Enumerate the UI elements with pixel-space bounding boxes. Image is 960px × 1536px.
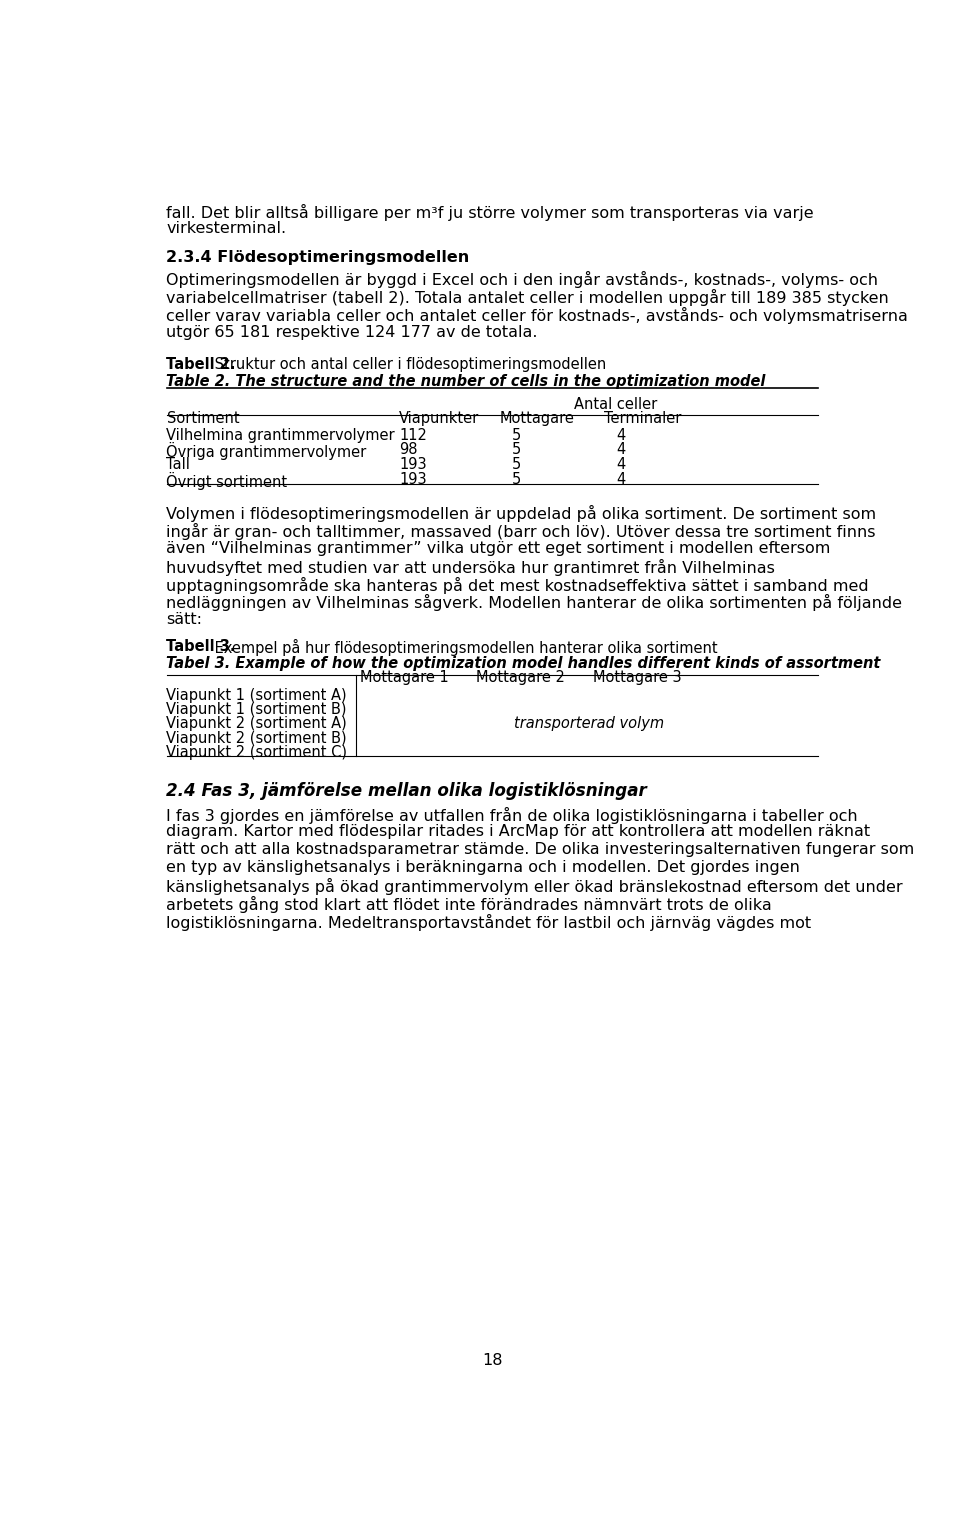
Text: 2.3.4 Flödesoptimeringsmodellen: 2.3.4 Flödesoptimeringsmodellen — [166, 250, 469, 264]
Text: Struktur och antal celler i flödesoptimeringsmodellen: Struktur och antal celler i flödesoptime… — [210, 356, 607, 372]
Text: Tall: Tall — [166, 456, 190, 472]
Text: Övrigt sortiment: Övrigt sortiment — [166, 472, 288, 490]
Text: även “Vilhelminas grantimmer” vilka utgör ett eget sortiment i modellen eftersom: även “Vilhelminas grantimmer” vilka utgö… — [166, 541, 830, 556]
Text: 4: 4 — [616, 472, 625, 487]
Text: fall. Det blir alltså billigare per m³f ju större volymer som transporteras via : fall. Det blir alltså billigare per m³f … — [166, 204, 814, 221]
Text: 18: 18 — [482, 1353, 502, 1369]
Text: Tabell 3.: Tabell 3. — [166, 639, 236, 654]
Text: upptagningsområde ska hanteras på det mest kostnadseffektiva sättet i samband me: upptagningsområde ska hanteras på det me… — [166, 576, 869, 593]
Text: Exempel på hur flödesoptimeringsmodellen hanterar olika sortiment: Exempel på hur flödesoptimeringsmodellen… — [210, 639, 718, 656]
Text: utgör 65 181 respektive 124 177 av de totala.: utgör 65 181 respektive 124 177 av de to… — [166, 324, 538, 339]
Text: transporterad volym: transporterad volym — [514, 716, 664, 731]
Text: 98: 98 — [399, 442, 418, 458]
Text: Mottagare 1: Mottagare 1 — [360, 670, 449, 685]
Text: Mottagare 2: Mottagare 2 — [476, 670, 565, 685]
Text: 2.4 Fas 3, jämförelse mellan olika logistiklösningar: 2.4 Fas 3, jämförelse mellan olika logis… — [166, 782, 647, 800]
Text: Viapunkt 1 (sortiment A): Viapunkt 1 (sortiment A) — [166, 688, 348, 702]
Text: diagram. Kartor med flödespilar ritades i ArcMap för att kontrollera att modelle: diagram. Kartor med flödespilar ritades … — [166, 825, 871, 839]
Text: rätt och att alla kostnadsparametrar stämde. De olika investeringsalternativen f: rätt och att alla kostnadsparametrar stä… — [166, 842, 915, 857]
Text: 4: 4 — [616, 456, 625, 472]
Text: Mottagare 3: Mottagare 3 — [592, 670, 682, 685]
Text: 4: 4 — [616, 442, 625, 458]
Text: logistiklösningarna. Medeltransportavståndet för lastbil och järnväg vägdes mot: logistiklösningarna. Medeltransportavstå… — [166, 914, 811, 931]
Text: Viapunkt 2 (sortiment B): Viapunkt 2 (sortiment B) — [166, 731, 348, 745]
Text: 193: 193 — [399, 456, 426, 472]
Text: 5: 5 — [512, 442, 520, 458]
Text: Sortiment: Sortiment — [166, 410, 239, 425]
Text: 112: 112 — [399, 427, 427, 442]
Text: 5: 5 — [512, 472, 520, 487]
Text: en typ av känslighetsanalys i beräkningarna och i modellen. Det gjordes ingen: en typ av känslighetsanalys i beräkninga… — [166, 860, 801, 876]
Text: variabelcellmatriser (tabell 2). Totala antalet celler i modellen uppgår till 18: variabelcellmatriser (tabell 2). Totala … — [166, 289, 889, 306]
Text: Terminaler: Terminaler — [605, 410, 682, 425]
Text: Viapunkt 2 (sortiment A): Viapunkt 2 (sortiment A) — [166, 716, 348, 731]
Text: 4: 4 — [616, 427, 625, 442]
Text: virkesterminal.: virkesterminal. — [166, 221, 287, 237]
Text: celler varav variabla celler och antalet celler för kostnads-, avstånds- och vol: celler varav variabla celler och antalet… — [166, 307, 908, 324]
Text: Viapunkter: Viapunkter — [399, 410, 479, 425]
Text: Övriga grantimmervolymer: Övriga grantimmervolymer — [166, 442, 367, 461]
Text: Volymen i flödesoptimeringsmodellen är uppdelad på olika sortiment. De sortiment: Volymen i flödesoptimeringsmodellen är u… — [166, 505, 876, 522]
Text: Viapunkt 1 (sortiment B): Viapunkt 1 (sortiment B) — [166, 702, 347, 717]
Text: nedläggningen av Vilhelminas sågverk. Modellen hanterar de olika sortimenten på : nedläggningen av Vilhelminas sågverk. Mo… — [166, 594, 902, 611]
Text: Tabell 2.: Tabell 2. — [166, 356, 236, 372]
Text: huvudsyftet med studien var att undersöka hur grantimret från Vilhelminas: huvudsyftet med studien var att undersök… — [166, 559, 776, 576]
Text: Mottagare: Mottagare — [500, 410, 575, 425]
Text: sätt:: sätt: — [166, 613, 203, 627]
Text: ingår är gran- och talltimmer, massaved (barr och löv). Utöver dessa tre sortime: ingår är gran- och talltimmer, massaved … — [166, 524, 876, 541]
Text: arbetets gång stod klart att flödet inte förändrades nämnvärt trots de olika: arbetets gång stod klart att flödet inte… — [166, 895, 772, 912]
Text: Viapunkt 2 (sortiment C): Viapunkt 2 (sortiment C) — [166, 745, 348, 760]
Text: Optimeringsmodellen är byggd i Excel och i den ingår avstånds-, kostnads-, volym: Optimeringsmodellen är byggd i Excel och… — [166, 272, 878, 289]
Text: I fas 3 gjordes en jämförelse av utfallen från de olika logistiklösningarna i ta: I fas 3 gjordes en jämförelse av utfalle… — [166, 806, 858, 823]
Text: 193: 193 — [399, 472, 426, 487]
Text: känslighetsanalys på ökad grantimmervolym eller ökad bränslekostnad eftersom det: känslighetsanalys på ökad grantimmervoly… — [166, 879, 903, 895]
Text: 5: 5 — [512, 456, 520, 472]
Text: 5: 5 — [512, 427, 520, 442]
Text: Table 2. The structure and the number of cells in the optimization model: Table 2. The structure and the number of… — [166, 373, 766, 389]
Text: Antal celler: Antal celler — [574, 396, 658, 412]
Text: Vilhelmina grantimmervolymer: Vilhelmina grantimmervolymer — [166, 427, 396, 442]
Text: Tabel 3. Example of how the optimization model handles different kinds of assort: Tabel 3. Example of how the optimization… — [166, 656, 881, 671]
